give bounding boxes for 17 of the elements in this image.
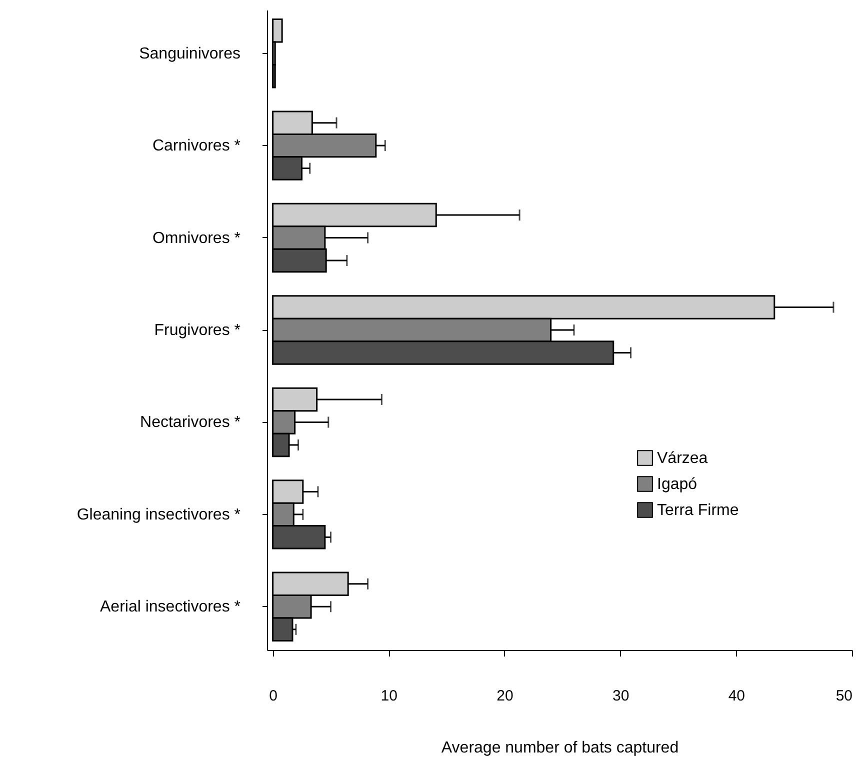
y-tick-label: Aerial insectivores *: [100, 598, 240, 616]
y-tick-label: Nectarivores *: [140, 414, 240, 432]
y-tick-label: Sanguinivores: [139, 45, 240, 62]
x-tick-label: 30: [612, 688, 630, 704]
y-tick-label: Frugivores *: [154, 322, 240, 339]
legend-label: Várzea: [657, 450, 708, 467]
x-tick-label: 20: [496, 688, 514, 704]
x-tick-label: 40: [728, 688, 745, 704]
x-tick-label: 50: [836, 688, 852, 704]
y-tick-label: Carnivores *: [152, 138, 240, 155]
legend-label: Igapó: [657, 476, 698, 493]
x-tick-label: 0: [269, 688, 278, 704]
x-axis-title: Average number of bats captured: [441, 740, 679, 756]
y-tick-label: Omnivores *: [152, 230, 240, 247]
y-tick-label: Gleaning insectivores *: [76, 506, 240, 524]
legend-label: Terra Firme: [657, 502, 739, 519]
x-tick-label: 10: [380, 688, 398, 704]
